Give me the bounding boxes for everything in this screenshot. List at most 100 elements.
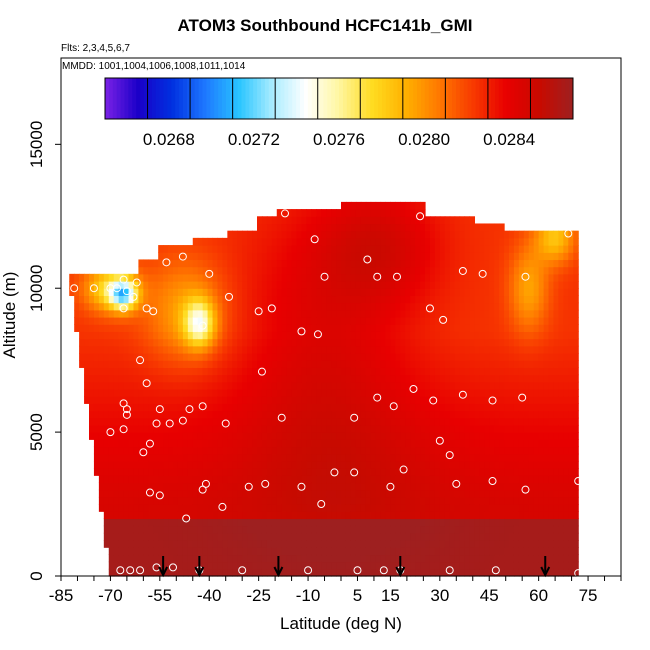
heat-cell bbox=[365, 352, 372, 361]
heat-cell bbox=[558, 403, 564, 412]
heat-cell bbox=[257, 281, 263, 289]
heat-cell bbox=[548, 482, 555, 491]
heat-cell bbox=[153, 439, 159, 448]
heat-cell bbox=[173, 410, 179, 419]
heat-cell bbox=[479, 331, 485, 340]
heat-cell bbox=[202, 496, 209, 505]
heat-cell bbox=[573, 317, 579, 325]
heat-cell bbox=[415, 554, 421, 563]
heat-cell bbox=[212, 460, 219, 469]
heat-cell bbox=[192, 489, 199, 498]
sample-point bbox=[458, 390, 467, 399]
heat-cell bbox=[469, 532, 476, 541]
heat-cell bbox=[306, 489, 312, 498]
heat-cell bbox=[247, 561, 253, 570]
heat-cell bbox=[84, 352, 90, 361]
heat-cell bbox=[533, 532, 540, 541]
heat-cell bbox=[543, 295, 550, 304]
heat-cell bbox=[316, 518, 322, 527]
heat-cell bbox=[513, 266, 520, 275]
heat-cell bbox=[286, 518, 293, 527]
heat-cell bbox=[257, 460, 263, 469]
heat-cell bbox=[543, 446, 550, 455]
heat-cell bbox=[311, 302, 317, 311]
heat-cell bbox=[345, 475, 352, 484]
heat-cell bbox=[113, 352, 120, 361]
heat-cell bbox=[494, 403, 500, 412]
heat-cell bbox=[261, 259, 268, 268]
heat-cell bbox=[316, 309, 322, 318]
heat-cell bbox=[266, 468, 273, 476]
heat-cell bbox=[365, 547, 372, 556]
heat-cell bbox=[533, 331, 540, 340]
heat-cell bbox=[410, 396, 416, 404]
heat-cell bbox=[163, 381, 169, 390]
heat-cell bbox=[177, 252, 184, 261]
heat-cell bbox=[296, 540, 303, 548]
heat-cell bbox=[261, 245, 268, 253]
heat-cell bbox=[375, 345, 382, 354]
heat-cell bbox=[182, 295, 189, 304]
heat-cell bbox=[380, 468, 387, 476]
heat-cell bbox=[523, 331, 530, 340]
heat-cell bbox=[360, 504, 367, 512]
heat-cell bbox=[464, 223, 471, 232]
sample-point bbox=[152, 419, 161, 428]
heat-cell bbox=[296, 288, 303, 297]
sample-point bbox=[145, 488, 154, 497]
heat-cell bbox=[158, 273, 164, 282]
heat-cell bbox=[138, 374, 144, 383]
heat-cell bbox=[410, 525, 416, 534]
colorbar-swatch bbox=[108, 78, 114, 119]
heat-cell bbox=[192, 388, 199, 397]
heat-cell bbox=[489, 511, 495, 520]
heat-cell bbox=[355, 432, 362, 440]
heat-cell bbox=[504, 266, 510, 275]
heat-cell bbox=[271, 252, 278, 261]
heat-cell bbox=[113, 273, 120, 282]
heat-cell bbox=[252, 352, 258, 361]
heat-cell bbox=[187, 338, 194, 347]
sample-point bbox=[409, 384, 418, 393]
heat-cell bbox=[232, 410, 238, 419]
heat-cell bbox=[553, 367, 560, 376]
heat-cell bbox=[553, 540, 560, 548]
heat-cell bbox=[143, 432, 149, 440]
heat-cell bbox=[434, 511, 441, 520]
heat-cell bbox=[548, 352, 555, 361]
heat-cell bbox=[103, 532, 110, 541]
heat-cell bbox=[192, 417, 199, 426]
heat-cell bbox=[227, 302, 233, 311]
heat-cell bbox=[568, 511, 574, 520]
heat-cell bbox=[336, 252, 342, 261]
heat-cell bbox=[301, 396, 308, 404]
heat-cell bbox=[311, 309, 317, 318]
heat-cell bbox=[360, 432, 367, 440]
heat-cell bbox=[257, 324, 263, 332]
heat-cell bbox=[400, 209, 406, 217]
heat-cell bbox=[425, 432, 431, 440]
heat-cell bbox=[558, 360, 564, 368]
heat-cell bbox=[528, 453, 535, 462]
colorbar-swatch bbox=[534, 78, 539, 119]
heat-cell bbox=[173, 352, 179, 361]
heat-cell bbox=[197, 547, 204, 556]
heat-cell bbox=[316, 216, 322, 225]
heat-cell bbox=[103, 432, 110, 440]
heat-cell bbox=[345, 504, 352, 512]
heat-cell bbox=[400, 388, 406, 397]
heat-cell bbox=[173, 439, 179, 448]
heat-cell bbox=[350, 259, 357, 268]
heat-cell bbox=[469, 237, 476, 246]
heat-cell bbox=[113, 518, 120, 527]
heat-cell bbox=[429, 439, 436, 448]
heat-cell bbox=[321, 460, 327, 469]
heat-cell bbox=[291, 324, 298, 332]
heat-cell bbox=[242, 381, 248, 390]
heat-cell bbox=[390, 396, 396, 404]
heat-cell bbox=[469, 475, 476, 484]
heat-cell bbox=[252, 396, 258, 404]
heat-cell bbox=[355, 475, 362, 484]
heat-cell bbox=[296, 230, 303, 239]
heat-cell bbox=[153, 295, 159, 304]
